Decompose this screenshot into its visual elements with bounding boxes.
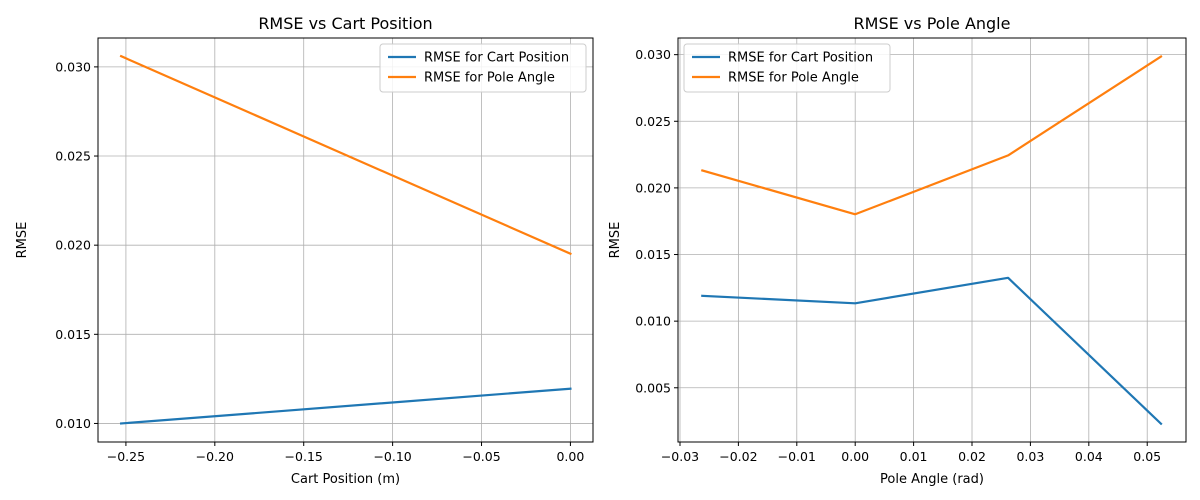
- series-line-1: [701, 276, 1163, 426]
- y-tick-label: 0.020: [635, 180, 671, 195]
- legend-entry-1: RMSE for Cart Position: [728, 51, 873, 66]
- y-tick-label: 0.025: [635, 114, 671, 129]
- chart-2: −0.03 −0.02 −0.01 0.00 0.01 0.02 0.03 0.04 0.05 0…: [608, 14, 1187, 487]
- y-tick-label: 0.015: [55, 327, 91, 342]
- legend: RMSE for Cart Position RMSE for Pole Angl…: [379, 43, 587, 93]
- y-tick-label: 0.015: [635, 247, 671, 262]
- y-tick-label: 0.025: [55, 149, 91, 164]
- x-tick-label: −0.25: [107, 449, 145, 464]
- chart-1: −0.25 −0.20 −0.15 −0.10 −0.05 0.00 0.010 0.015 0…: [15, 14, 594, 487]
- chart-title: RMSE vs Cart Position: [258, 14, 432, 33]
- x-tick-label: 0.01: [900, 449, 928, 464]
- legend-entry-2: RMSE for Pole Angle: [728, 71, 859, 86]
- x-tick-label: 0.00: [556, 449, 584, 464]
- x-tick-label: 0.00: [841, 449, 869, 464]
- series-line-2: [700, 54, 1163, 216]
- y-tick-label: 0.010: [55, 416, 91, 431]
- x-tick-label: −0.05: [462, 449, 500, 464]
- x-axis-label: Pole Angle (rad): [880, 472, 984, 487]
- x-tick-label: 0.05: [1133, 449, 1161, 464]
- series-line-2: [119, 54, 572, 256]
- legend-box: [683, 43, 891, 93]
- x-tick-label: −0.10: [373, 449, 411, 464]
- y-axis-label: RMSE: [15, 222, 30, 259]
- legend: RMSE for Cart Position RMSE for Pole Angl…: [683, 43, 891, 93]
- y-tick-label: 0.005: [635, 380, 671, 395]
- legend-entry-1: RMSE for Cart Position: [424, 51, 569, 66]
- x-tick-label: −0.20: [196, 449, 234, 464]
- x-tick-label: 0.02: [958, 449, 986, 464]
- y-tick-label: 0.020: [55, 238, 91, 253]
- y-axis-label: RMSE: [608, 222, 623, 259]
- y-tick-label: 0.030: [635, 47, 671, 62]
- x-axis-label: Cart Position (m): [291, 472, 400, 487]
- x-tick-label: 0.04: [1075, 449, 1103, 464]
- x-tick-label: 0.03: [1016, 449, 1044, 464]
- x-tick-label: −0.02: [719, 449, 757, 464]
- y-tick-label: 0.010: [635, 314, 671, 329]
- series-line-1: [119, 387, 572, 425]
- x-tick-label: −0.01: [778, 449, 816, 464]
- chart-title: RMSE vs Pole Angle: [854, 14, 1011, 33]
- axes-frame: [677, 37, 1187, 443]
- y-tick-label: 0.030: [55, 59, 91, 74]
- legend-entry-2: RMSE for Pole Angle: [424, 71, 555, 86]
- axes-frame: [97, 37, 594, 443]
- legend-box: [379, 43, 587, 93]
- x-tick-label: −0.03: [661, 449, 699, 464]
- x-tick-label: −0.15: [285, 449, 323, 464]
